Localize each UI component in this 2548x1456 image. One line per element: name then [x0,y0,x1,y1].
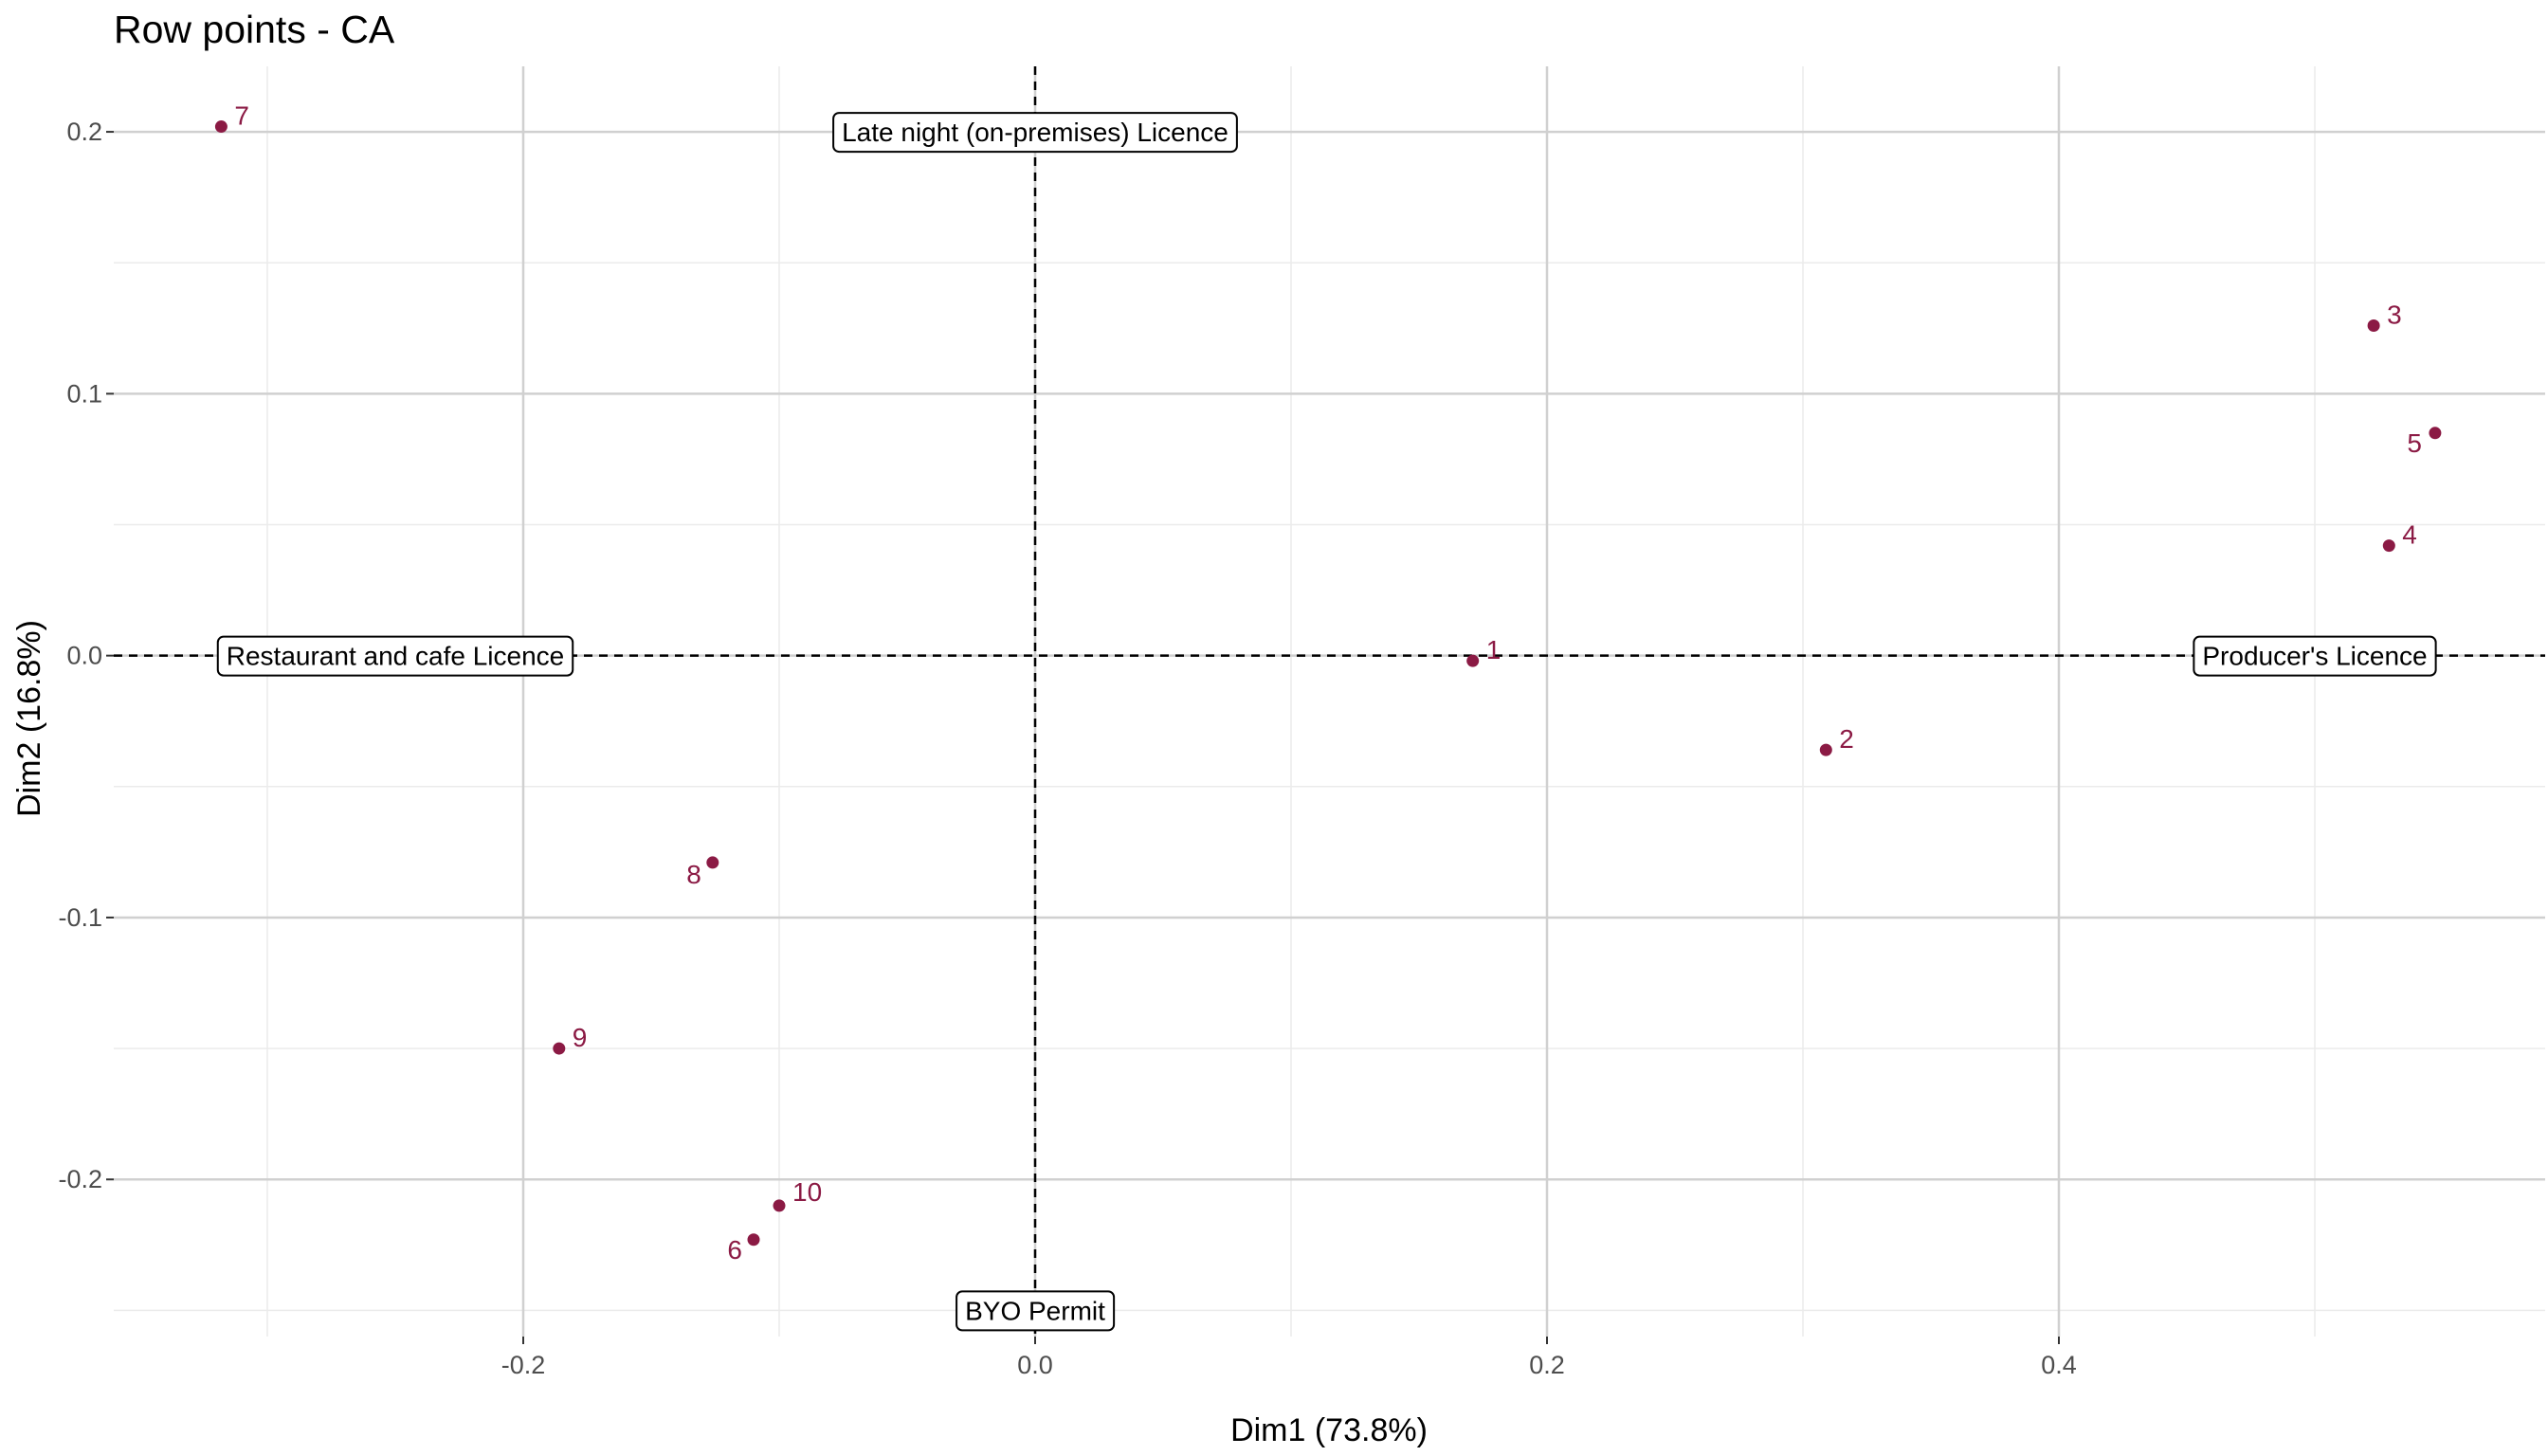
point-label: 2 [1839,724,1854,754]
y-tick-label: 0.0 [66,642,102,670]
data-point [1819,743,1832,756]
points: 1 2 3 4 5 6 7 8 9 10 [214,101,2442,1265]
point-label: 7 [234,101,249,131]
data-point [2382,539,2395,553]
column-label: BYO Permit [956,1290,1116,1332]
x-tick-label: -0.2 [501,1351,546,1379]
reference-lines [114,66,2545,1337]
data-point [747,1233,760,1247]
point-label: 3 [2387,300,2402,330]
chart-title: Row points - CA [114,8,395,51]
column-label-text: Restaurant and cafe Licence [227,642,564,671]
point-label: 4 [2402,520,2417,550]
column-label-box [2193,635,2437,677]
x-tick-label: 0.0 [1017,1351,1053,1379]
column-labels: Late night (on-premises) Licence Restaura… [216,112,2437,1332]
data-point [1466,654,1480,667]
y-tick-label: -0.1 [58,903,102,932]
data-point [2429,427,2442,440]
column-label-box [216,635,574,677]
axis-ticks: -0.2 0.0 0.2 0.4 -0.2 -0.1 0.0 0.1 0.2 [58,118,2076,1379]
point-label: 10 [792,1177,822,1207]
data-point [773,1199,786,1212]
point-label: 6 [727,1235,742,1265]
y-tick-label: 0.1 [66,379,102,408]
x-axis-title: Dim1 (73.8%) [1230,1412,1428,1448]
data-point [706,856,719,869]
point-label: 5 [2407,428,2422,458]
y-tick-label: -0.2 [58,1165,102,1193]
data-point [553,1042,566,1055]
point-label: 8 [686,860,701,889]
y-axis-title: Dim2 (16.8%) [11,620,47,817]
x-tick-label: 0.4 [2041,1351,2077,1379]
column-label-text: Producer's Licence [2202,642,2427,671]
column-label: Late night (on-premises) Licence [832,112,1238,154]
point-label: 1 [1486,635,1502,664]
x-tick-label: 0.2 [1529,1351,1565,1379]
data-point [2367,319,2380,333]
column-label-text: Late night (on-premises) Licence [842,118,1228,147]
column-label-box [956,1290,1116,1332]
column-label: Producer's Licence [2193,635,2437,677]
data-point [214,120,228,134]
column-label-box [832,112,1238,154]
column-label-text: BYO Permit [965,1296,1105,1325]
column-label: Restaurant and cafe Licence [216,635,574,677]
y-tick-label: 0.2 [66,118,102,146]
point-label: 9 [573,1023,588,1052]
